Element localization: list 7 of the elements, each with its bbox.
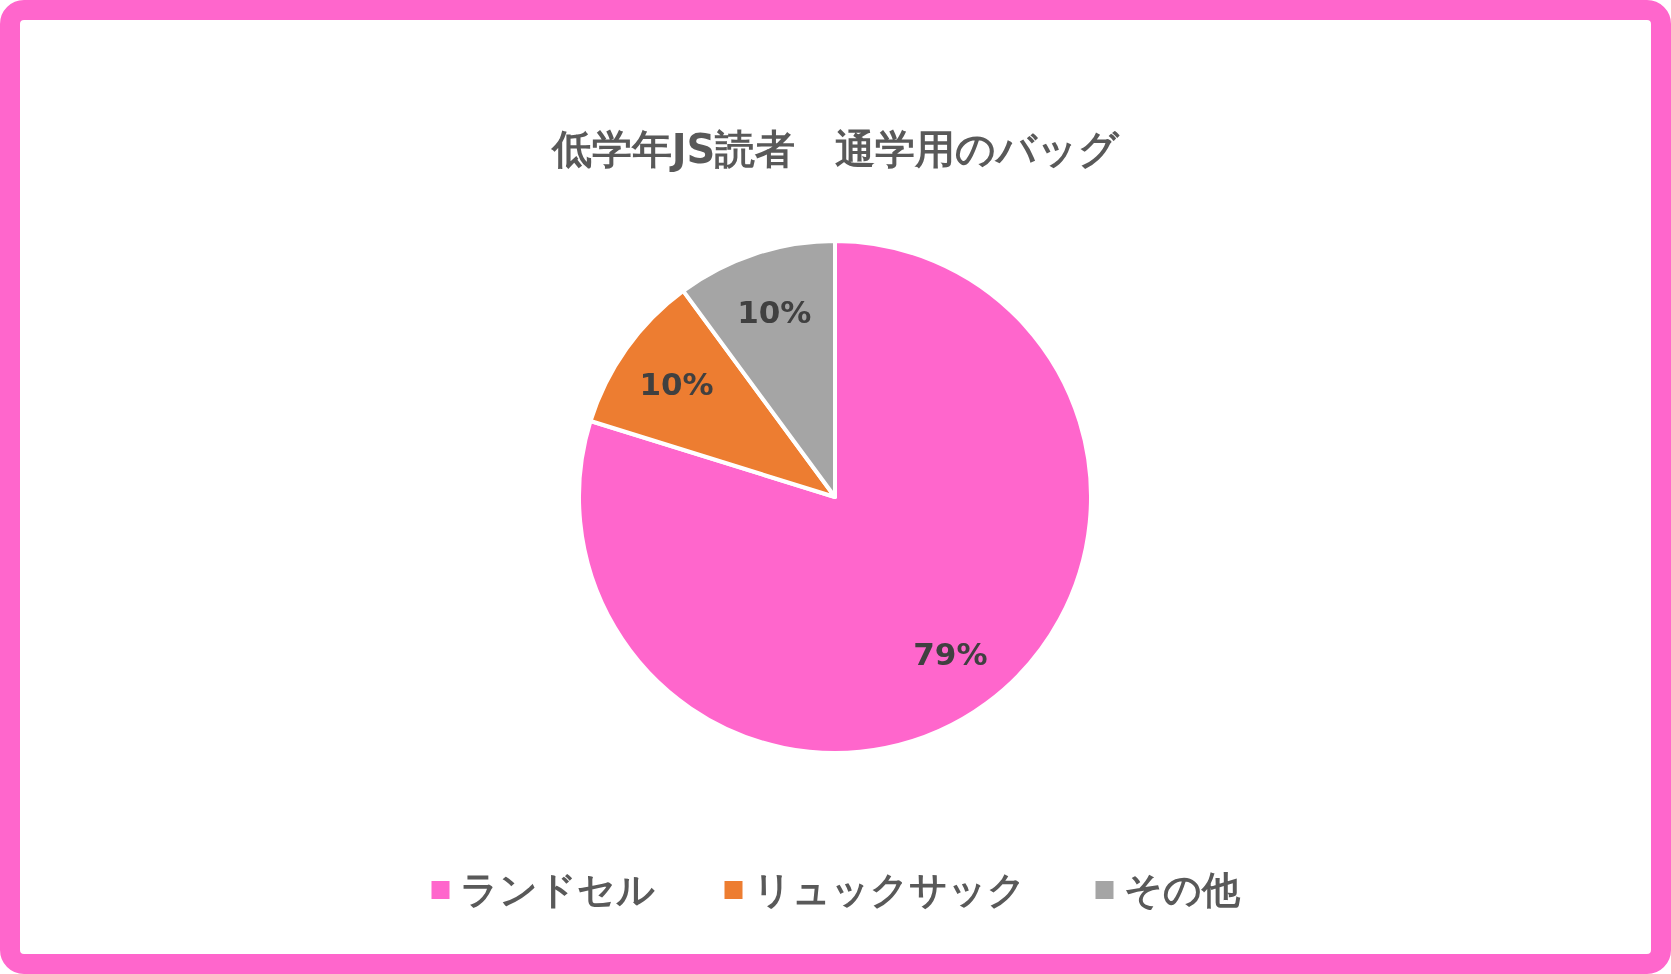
- data-label: 79%: [913, 635, 988, 672]
- data-label: 10%: [639, 366, 714, 403]
- legend-label: リュックサック: [752, 868, 1026, 912]
- legend-label: ランドセル: [459, 868, 655, 912]
- data-label: 10%: [737, 294, 812, 331]
- legend-label: その他: [1123, 868, 1241, 912]
- chart-title: 低学年JS読者 通学用のバッグ: [549, 126, 1121, 172]
